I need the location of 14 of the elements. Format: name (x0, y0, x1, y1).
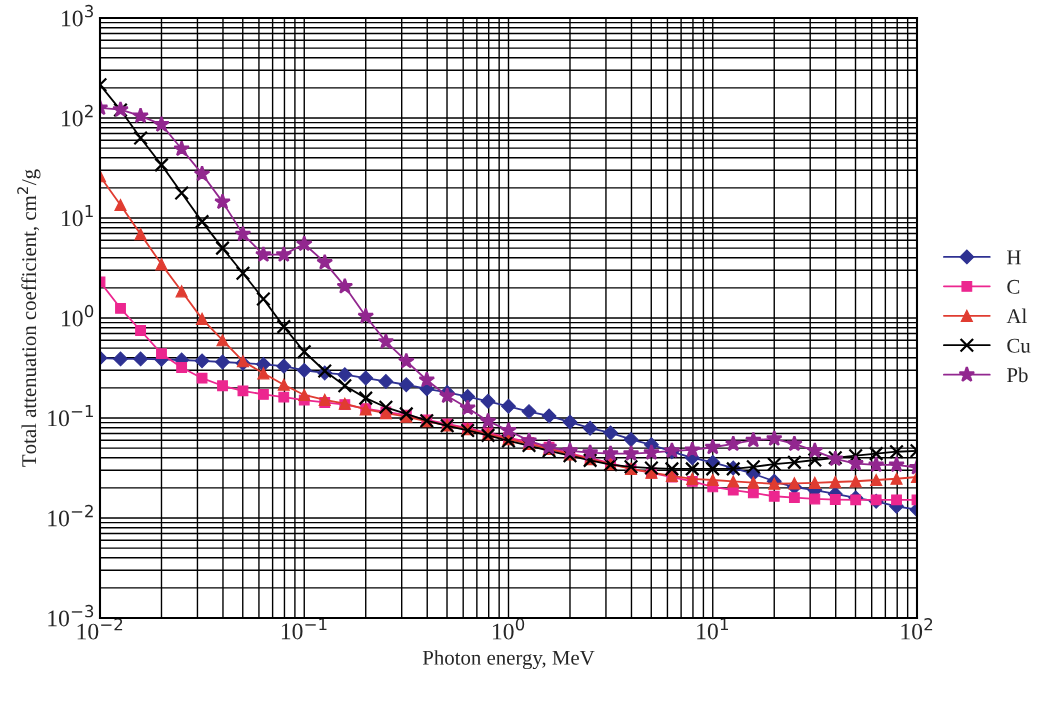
y-tick-label: 10$^{1}$ (62, 204, 93, 227)
y-tick-label: 10$^{−1}$ (48, 404, 93, 427)
y-tick-label: 10$^{0}$ (62, 304, 94, 327)
legend-label: C (1007, 279, 1020, 294)
y-tick-label: 10$^{−2}$ (48, 504, 93, 527)
legend-label: Pb (1007, 367, 1028, 383)
legend-label: Cu (1007, 338, 1031, 353)
y-tick-label: 10$^{3}$ (62, 4, 93, 27)
x-axis-title: Photon energy, MeV (422, 650, 595, 670)
x-tick-label: 10$^{2}$ (901, 618, 933, 640)
y-tick-label: 10$^{2}$ (62, 104, 93, 127)
legend-label: Al (1006, 308, 1027, 324)
y-axis-title: Total attenuation coefficient, cm$^{2}$/g (17, 169, 41, 467)
legend-label: H (1007, 250, 1021, 265)
